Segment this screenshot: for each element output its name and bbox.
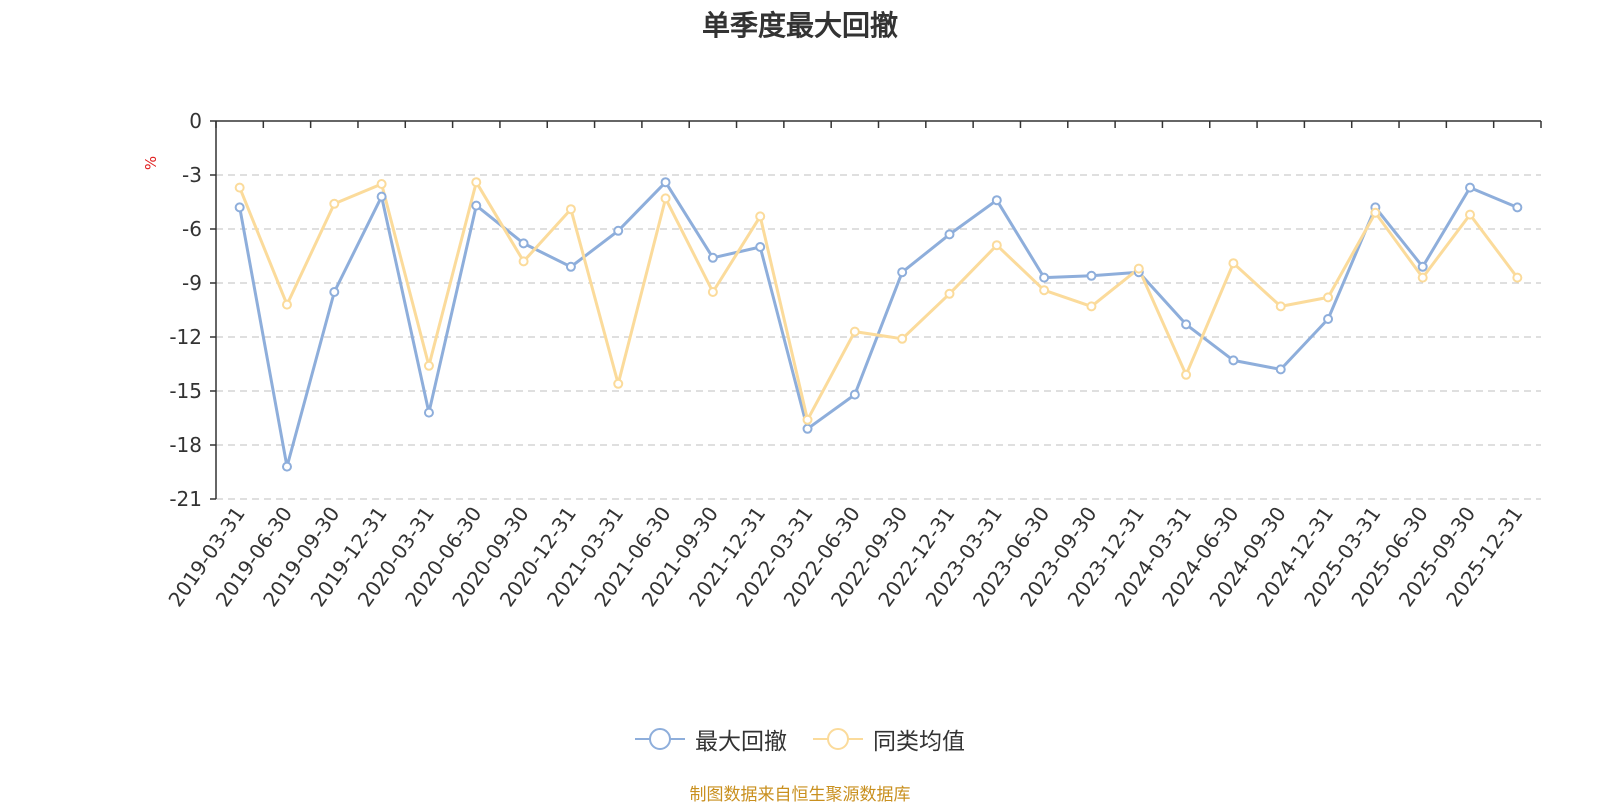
data-point-series-1 — [802, 414, 813, 425]
data-point-series-0 — [234, 202, 245, 213]
y-tick-label: -6 — [182, 217, 202, 241]
series-line-1 — [238, 180, 1519, 422]
data-point-series-0 — [660, 177, 671, 188]
data-point-series-1 — [329, 198, 340, 209]
data-point-series-1 — [1275, 301, 1286, 312]
legend-label-drawdown: 最大回撤 — [695, 729, 787, 755]
data-point-series-0 — [1465, 182, 1476, 193]
data-point-series-1 — [849, 326, 860, 337]
data-point-series-1 — [423, 360, 434, 371]
data-point-series-0 — [518, 238, 529, 249]
data-point-series-0 — [802, 423, 813, 434]
data-point-series-1 — [755, 211, 766, 222]
legend-marker-drawdown — [635, 728, 685, 750]
data-point-series-1 — [660, 193, 671, 204]
data-point-series-1 — [707, 287, 718, 297]
data-point-series-1 — [1086, 301, 1097, 312]
data-point-series-1 — [1512, 272, 1523, 283]
chart-title: 单季度最大回撤 — [701, 9, 898, 42]
source-note: 制图数据来自恒生聚源数据库 — [689, 785, 911, 805]
data-point-series-0 — [1323, 314, 1334, 324]
y-tick-label: -21 — [169, 487, 202, 511]
data-point-series-1 — [565, 204, 576, 215]
data-point-series-0 — [1039, 272, 1050, 283]
data-point-series-0 — [1275, 364, 1286, 375]
legend-marker-peer-average — [813, 728, 863, 750]
data-point-series-0 — [707, 252, 718, 263]
y-tick-label: -18 — [169, 433, 202, 457]
data-point-series-0 — [281, 461, 292, 472]
data-point-series-1 — [518, 256, 529, 267]
data-point-series-1 — [234, 182, 245, 193]
data-point-series-0 — [849, 389, 860, 400]
data-point-series-0 — [944, 229, 955, 240]
data-point-series-1 — [1133, 263, 1144, 274]
data-point-series-0 — [1086, 270, 1097, 281]
y-tick-label: -12 — [169, 325, 202, 349]
data-point-series-1 — [1039, 285, 1050, 296]
series-lines — [234, 177, 1523, 472]
data-point-series-1 — [1228, 258, 1239, 269]
data-point-series-0 — [423, 407, 434, 418]
data-point-series-0 — [1181, 319, 1192, 330]
data-point-series-0 — [897, 267, 908, 278]
data-point-series-0 — [991, 195, 1002, 206]
data-point-series-0 — [565, 261, 576, 272]
data-point-series-0 — [1228, 355, 1239, 366]
data-point-series-1 — [1323, 292, 1334, 303]
y-axis-unit-label: % — [142, 156, 160, 170]
data-point-series-1 — [1417, 272, 1428, 283]
legend-item-peer-average[interactable]: 同类均值 — [813, 722, 965, 756]
axes: 0-3-6-9-12-15-18-212019-03-312019-06-302… — [163, 109, 1542, 611]
data-point-series-0 — [755, 242, 766, 252]
legend: 最大回撤 同类均值 — [0, 722, 1600, 756]
data-point-series-1 — [991, 240, 1002, 251]
data-point-series-1 — [1181, 369, 1192, 380]
data-point-series-0 — [1512, 202, 1523, 213]
data-point-series-0 — [471, 200, 482, 211]
data-point-series-0 — [1417, 261, 1428, 272]
data-point-series-1 — [1465, 209, 1476, 220]
legend-item-drawdown[interactable]: 最大回撤 — [635, 722, 787, 756]
y-tick-label: 0 — [189, 109, 202, 133]
data-point-series-1 — [376, 179, 387, 189]
y-tick-label: -3 — [182, 163, 202, 187]
data-point-series-1 — [897, 333, 908, 344]
legend-label-peer-average: 同类均值 — [873, 729, 965, 755]
data-point-series-1 — [1370, 207, 1381, 218]
data-point-series-1 — [281, 299, 292, 310]
data-point-series-0 — [613, 225, 624, 236]
data-point-series-1 — [613, 378, 624, 389]
y-tick-label: -9 — [182, 271, 202, 295]
data-point-series-1 — [944, 288, 955, 299]
data-point-series-1 — [471, 177, 482, 188]
y-tick-label: -15 — [169, 379, 202, 403]
data-point-series-0 — [329, 287, 340, 297]
series-line-0 — [238, 180, 1518, 469]
data-point-series-0 — [376, 191, 387, 202]
